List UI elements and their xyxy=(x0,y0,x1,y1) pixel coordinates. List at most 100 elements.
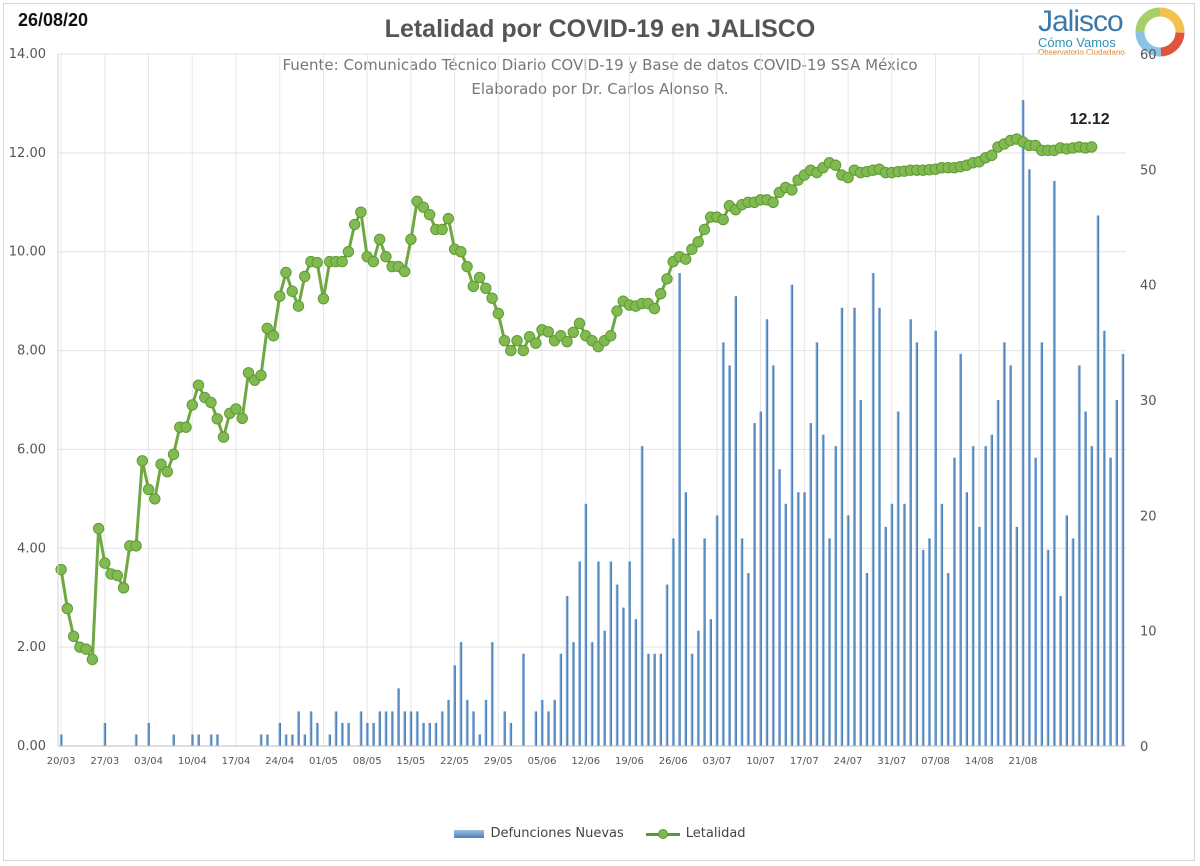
point-letalidad xyxy=(767,196,779,208)
bar-defunciones xyxy=(628,561,631,746)
bar-defunciones xyxy=(453,665,456,746)
bar-defunciones xyxy=(484,699,488,746)
point-letalidad xyxy=(211,413,223,425)
point-letalidad xyxy=(498,334,511,347)
bar-defunciones xyxy=(134,734,138,746)
point-letalidad xyxy=(217,431,230,443)
y-left-tick-label: 4.00 xyxy=(17,541,46,556)
bar-defunciones xyxy=(703,538,706,746)
date-stamp: 26/08/20 xyxy=(18,10,89,30)
point-letalidad xyxy=(442,212,455,225)
bar-defunciones xyxy=(1009,365,1012,746)
bar-defunciones xyxy=(1096,215,1100,746)
bar-defunciones xyxy=(472,711,475,746)
bar-defunciones xyxy=(315,722,319,746)
y-right-tick-label: 10 xyxy=(1140,625,1157,640)
bar-defunciones xyxy=(902,503,906,746)
bar-defunciones xyxy=(509,722,513,746)
point-letalidad xyxy=(542,326,554,338)
bar-defunciones xyxy=(784,503,787,746)
y-left-tick-label: 8.00 xyxy=(17,344,46,359)
bar-defunciones xyxy=(390,711,394,746)
bar-defunciones xyxy=(871,273,875,746)
bar-defunciones xyxy=(853,307,856,746)
bar-defunciones xyxy=(571,642,575,746)
x-tick-label: 01/05 xyxy=(309,756,338,767)
bar-defunciones xyxy=(715,515,719,746)
bar-defunciones xyxy=(1046,549,1050,746)
bar-defunciones xyxy=(59,734,63,746)
bar-defunciones xyxy=(359,711,363,746)
point-letalidad xyxy=(355,206,367,218)
bar-defunciones xyxy=(284,734,288,746)
bar-defunciones xyxy=(896,411,900,746)
bar-defunciones xyxy=(771,365,775,746)
point-letalidad xyxy=(230,403,242,415)
bar-defunciones xyxy=(403,711,406,746)
point-letalidad xyxy=(117,582,130,594)
x-tick-label: 08/05 xyxy=(353,756,382,767)
bar-defunciones xyxy=(952,457,956,746)
point-letalidad xyxy=(423,208,436,221)
bar-defunciones xyxy=(927,538,931,746)
bar-defunciones xyxy=(753,423,756,746)
point-letalidad xyxy=(299,270,311,283)
bar-defunciones xyxy=(553,699,556,746)
bar-defunciones xyxy=(1090,446,1093,746)
point-letalidad xyxy=(80,643,92,655)
point-letalidad xyxy=(405,233,417,246)
point-letalidad xyxy=(286,285,298,297)
point-letalidad xyxy=(205,396,217,409)
chart-subtitle-author: Elaborado por Dr. Carlos Alonso R. xyxy=(471,80,729,98)
logo-ring-icon xyxy=(1135,7,1185,57)
bar-defunciones xyxy=(809,423,812,746)
point-letalidad xyxy=(717,213,729,226)
bar-defunciones xyxy=(884,526,887,746)
x-tick-label: 24/04 xyxy=(265,756,294,767)
point-letalidad xyxy=(1085,141,1098,153)
x-tick-label: 26/06 xyxy=(659,756,688,767)
bar-defunciones xyxy=(328,734,331,746)
bar-defunciones xyxy=(215,734,219,746)
bar-defunciones xyxy=(559,653,563,746)
legend-swatch-bar xyxy=(454,829,485,838)
bar-defunciones xyxy=(1052,180,1056,746)
x-tick-label: 03/07 xyxy=(702,756,731,767)
bar-defunciones xyxy=(190,734,194,746)
x-tick-label: 29/05 xyxy=(484,756,513,767)
bar-defunciones xyxy=(596,561,600,746)
point-letalidad xyxy=(473,271,486,284)
legend-label-defunciones: Defunciones Nuevas xyxy=(490,826,624,841)
point-letalidad xyxy=(686,243,698,255)
y-left-tick-label: 2.00 xyxy=(17,640,46,655)
bar-defunciones xyxy=(278,722,282,746)
legend: Defunciones Nuevas Letalidad xyxy=(0,826,1200,841)
point-letalidad xyxy=(567,326,579,338)
bar-defunciones xyxy=(565,596,569,746)
bar-defunciones xyxy=(1077,365,1081,746)
x-tick-label: 17/07 xyxy=(790,756,819,767)
point-letalidad xyxy=(180,421,192,433)
bar-defunciones xyxy=(778,469,781,746)
bar-defunciones xyxy=(521,653,525,746)
point-letalidad xyxy=(167,448,180,461)
bar-defunciones xyxy=(434,722,438,746)
point-letalidad xyxy=(336,255,348,268)
bar-defunciones xyxy=(372,722,375,746)
point-letalidad xyxy=(380,250,392,263)
point-letalidad xyxy=(311,256,323,269)
bar-defunciones xyxy=(759,411,762,746)
x-tick-label: 24/07 xyxy=(834,756,863,767)
bar-defunciones xyxy=(384,711,388,746)
bar-defunciones xyxy=(721,342,725,746)
bar-defunciones xyxy=(503,711,506,746)
bar-defunciones xyxy=(709,619,712,746)
bar-defunciones xyxy=(659,653,663,746)
x-tick-label: 10/04 xyxy=(178,756,207,767)
bar-defunciones xyxy=(428,722,431,746)
point-letalidad xyxy=(186,399,198,411)
x-tick-label: 14/08 xyxy=(965,756,994,767)
bar-defunciones xyxy=(1102,330,1106,746)
bar-defunciones xyxy=(734,296,737,746)
point-letalidad xyxy=(655,288,667,300)
